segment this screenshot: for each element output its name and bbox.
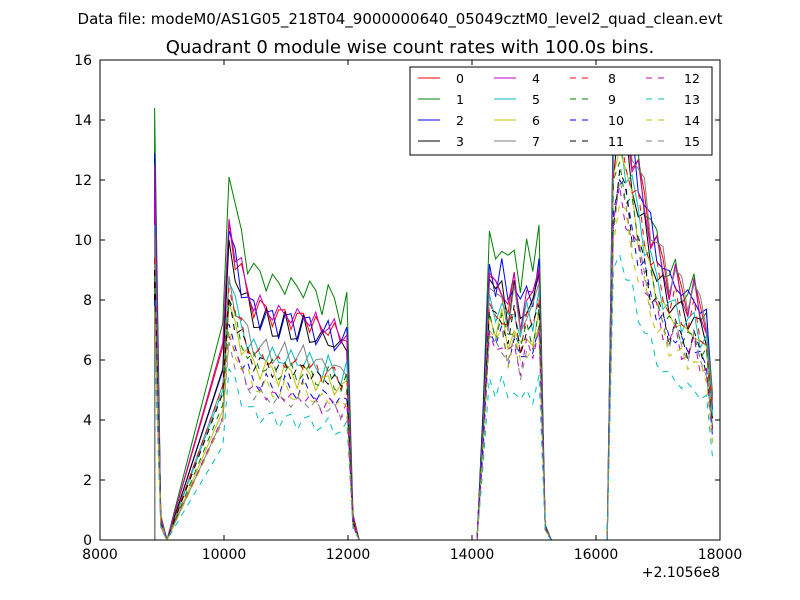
chart-title: Quadrant 0 module wise count rates with … (166, 37, 655, 58)
series-line-10 (154, 178, 714, 540)
legend-label-13: 13 (684, 92, 700, 107)
x-tick-label: 12000 (326, 547, 371, 563)
x-tick-label: 14000 (450, 547, 495, 563)
y-tick-label: 6 (83, 353, 92, 369)
legend-label-2: 2 (456, 113, 464, 128)
series-line-13 (154, 253, 714, 540)
plot-frame (99, 59, 721, 541)
legend-label-0: 0 (456, 71, 464, 86)
y-tick-label: 14 (74, 113, 92, 129)
x-tick-label: 8000 (82, 547, 118, 563)
legend-label-14: 14 (684, 113, 700, 128)
legend-label-1: 1 (456, 92, 464, 107)
series-line-2 (154, 83, 714, 540)
series-line-12 (154, 185, 714, 540)
series-line-8 (154, 125, 714, 540)
legend-label-5: 5 (532, 92, 540, 107)
x-tick-label: 18000 (698, 547, 743, 563)
series-line-9 (154, 161, 714, 540)
series-line-15 (154, 179, 714, 540)
legend-label-4: 4 (532, 71, 540, 86)
suptitle: Data file: modeM0/AS1G05_218T04_90000006… (78, 10, 723, 29)
x-tick-label: 10000 (202, 547, 247, 563)
series-layer (154, 73, 714, 540)
legend-box (409, 66, 713, 156)
legend-label-11: 11 (608, 134, 624, 149)
y-tick-label: 4 (83, 413, 92, 429)
y-tick-label: 2 (83, 473, 92, 489)
legend-label-10: 10 (608, 113, 624, 128)
y-tick-label: 16 (74, 53, 92, 69)
legend-label-3: 3 (456, 134, 464, 149)
axis-ticks: 8000 10000 12000 14000 16000 1800002468101214… (74, 53, 742, 563)
legend-label-6: 6 (532, 113, 540, 128)
y-tick-label: 0 (83, 533, 92, 549)
legend-label-12: 12 (684, 71, 700, 86)
y-tick-label: 10 (74, 233, 92, 249)
legend-label-7: 7 (532, 134, 540, 149)
legend-label-9: 9 (608, 92, 616, 107)
series-line-1 (154, 74, 714, 540)
y-tick-label: 12 (74, 173, 92, 189)
y-tick-label: 8 (83, 293, 92, 309)
x-offset-label: +2.1056e8 (642, 565, 720, 581)
x-tick-label: 16000 (574, 547, 619, 563)
legend-label-15: 15 (684, 134, 700, 149)
legend-label-8: 8 (608, 71, 616, 86)
